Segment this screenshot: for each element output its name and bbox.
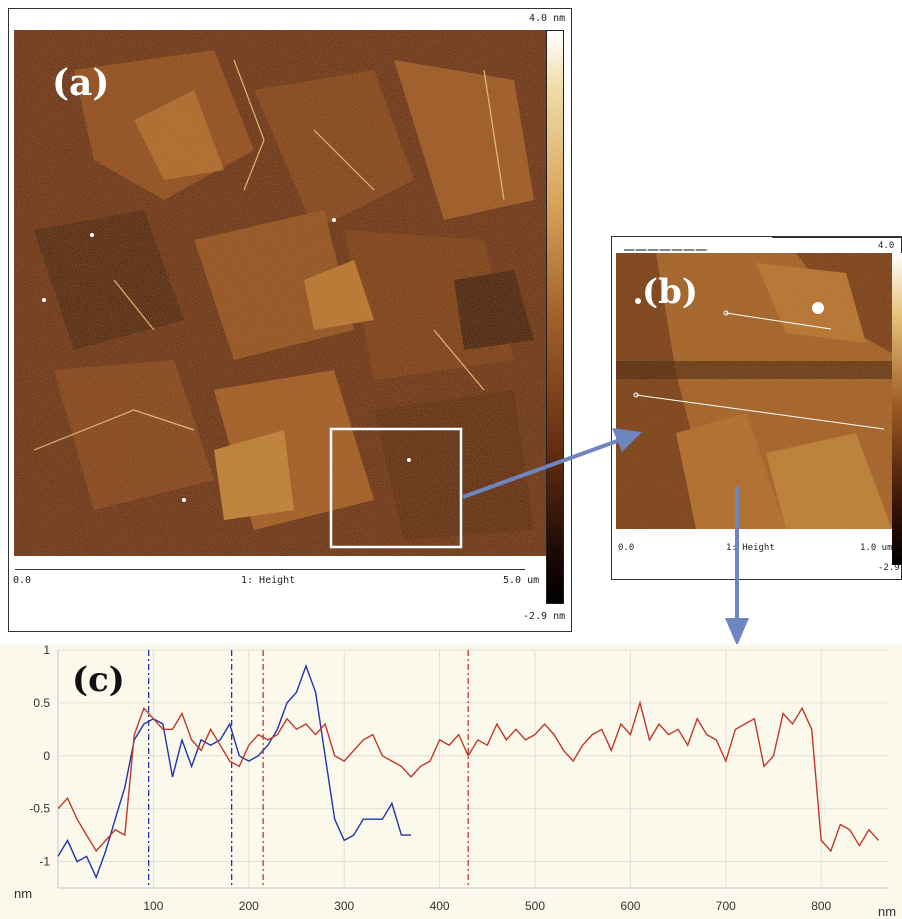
height-profile-chart: 100 200 300 400 500 600 700 800 1 0.5 0 -0.5 -1 nm n… [0,644,902,919]
x-tick-label: 200 [239,899,259,913]
y-tick-label: 1 [43,644,50,657]
x-unit-label: nm [878,904,896,919]
chart-series [57,663,880,880]
x-tick-label: 700 [716,899,736,913]
profile-line-blue [57,663,411,880]
panel-b-top-line [624,249,708,251]
afm-image-b [616,253,892,529]
chart-ticks: 100 200 300 400 500 600 700 800 1 0.5 0 -0.5 -1 [29,644,831,913]
y-tick-label: 0 [43,749,50,763]
profile-line-b-2 [635,394,885,430]
y-tick-label: 0.5 [33,696,50,710]
panel-b-label: (b) [642,272,698,312]
panel-b-axis-title: 1: Height [726,543,775,553]
x-tick-label: 800 [811,899,831,913]
panel-a-axis-title: 1: Height [241,575,296,586]
panel-a-axis-line [15,569,525,570]
zoom-box [329,427,463,549]
panel-a-scale-min: -2.9 nm [523,611,566,622]
particles-a [42,218,411,502]
chart-background [0,644,902,919]
panel-a-scale-max: 4.0 nm [529,13,566,24]
x-tick-label: 500 [525,899,545,913]
panel-b-top-rule [772,237,902,238]
panel-a-axis-start: 0.0 [13,575,32,586]
panel-c-label: (c) [72,660,125,700]
panel-a-label: (a) [52,62,110,104]
y-tick-label: -1 [39,855,50,869]
profile-line-red [57,700,880,853]
panel-a-axis-end: 5.0 um [503,575,540,586]
panel-b-colorbar [892,253,902,565]
x-tick-label: 400 [430,899,450,913]
y-unit-label: nm [14,886,32,901]
profile-line-b-1 [725,312,832,330]
panel-b-scale-max: 4.0 [878,241,895,251]
wrinkle-lines-a [33,59,505,451]
chart-markers [147,650,469,888]
x-tick-label: 300 [334,899,354,913]
panel-a-colorbar [546,30,564,604]
afm-image-a [14,30,546,556]
panel-b-axis-end: 1.0 um [860,543,893,553]
x-tick-label: 100 [143,899,163,913]
x-tick-label: 600 [620,899,640,913]
panel-b-scale-min: -2.9 [878,563,900,573]
chart-grid [57,649,888,889]
panel-b-axis-start: 0.0 [618,543,635,553]
y-tick-label: -0.5 [29,802,50,816]
